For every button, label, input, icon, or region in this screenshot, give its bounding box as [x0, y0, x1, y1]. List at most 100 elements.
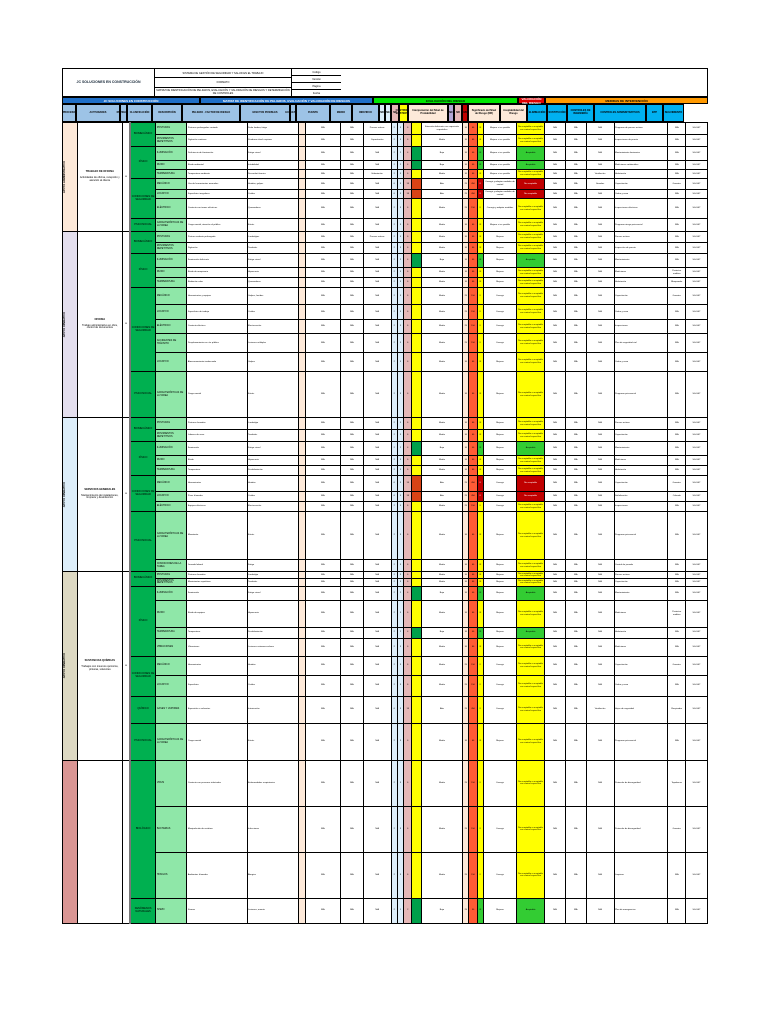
control-medium: N/A — [339, 637, 364, 657]
control-individual: N/A — [362, 189, 392, 199]
classification-cell: PSICOSOCIAL — [129, 511, 157, 572]
substitution-measure: N/A — [564, 578, 587, 587]
probability-interpretation: Medio — [420, 599, 464, 628]
risk-acceptability: Aceptable — [516, 585, 546, 601]
table-row: ACCIDENTES DE TRÁNSITO Desplazamientos en… — [63, 333, 708, 353]
administrative-control: Programa psicosocial — [613, 722, 669, 761]
control-source: N/A — [304, 455, 341, 466]
risk-interpretation: Mejorar — [482, 722, 518, 761]
possible-effects: Golpes, heridas — [246, 287, 300, 305]
risk-acceptability: No aceptable — [516, 491, 546, 502]
risk-interpretation: Mejorar si es posible — [482, 160, 518, 170]
ppe-measure: N/A — [667, 722, 687, 761]
hazard-description: HONGOS — [155, 851, 188, 899]
hazard-detail: Movimientos repetitivos — [186, 578, 248, 587]
risk-interpretation: Mejorar — [482, 429, 518, 442]
classification-cell: FENÓMENOS NATURALES — [129, 897, 157, 924]
engineering-control: N/A — [585, 146, 615, 161]
classification-cell: BIOMECÁNICO — [129, 231, 157, 254]
follow-up: SG-SST — [685, 759, 708, 807]
risk-interpretation: Mejorar — [482, 578, 518, 587]
document-title-block: SISTEMA DE GESTIÓN DE SEGURIDAD Y SALUD … — [155, 69, 291, 96]
probability-level — [411, 599, 422, 628]
nr-value: 60 — [468, 371, 478, 418]
column-header-effects: EFECTOS POSIBLES — [240, 104, 290, 122]
risk-interpretation: Mejorar — [482, 231, 518, 243]
probability-interpretation: Medio — [420, 722, 464, 761]
control-source: N/A — [304, 599, 341, 628]
control-medium: N/A — [339, 352, 364, 372]
administrative-control: Programa de pausas activas — [613, 122, 669, 135]
np-value: 6 — [403, 277, 413, 288]
ppe-measure: N/A — [667, 455, 687, 466]
risk-acceptability: No aceptable o aceptable con control esp… — [516, 455, 546, 466]
hazard-description: VIRUS — [155, 759, 188, 807]
hazard-detail: Equipos eléctricos — [186, 501, 248, 512]
control-individual: Pausas activas — [362, 231, 392, 243]
probability-interpretation: Medio — [420, 304, 464, 320]
possible-effects: Golpes — [246, 352, 300, 372]
elimination-measure: N/A — [544, 122, 566, 135]
nr-value: 60 — [468, 231, 478, 243]
elimination-measure: N/A — [544, 352, 566, 372]
substitution-measure: N/A — [564, 501, 587, 512]
follow-up: SG-SST — [685, 242, 708, 254]
control-source: N/A — [304, 352, 341, 372]
probability-level — [411, 169, 422, 179]
substitution-measure: N/A — [564, 570, 587, 580]
engineering-control: Ventilación — [585, 695, 615, 724]
control-medium: N/A — [339, 160, 364, 170]
table-row: LOCATIVO Superficies Caídas N/A N/A N/A 2 3 6 Med… — [63, 674, 708, 697]
control-individual: N/A — [362, 578, 392, 587]
activity-title: OFICINA — [94, 317, 106, 321]
probability-level — [411, 897, 422, 924]
probability-interpretation: Medio — [420, 319, 464, 334]
control-source: N/A — [304, 637, 341, 657]
risk-acceptability: No aceptable o aceptable con control esp… — [516, 198, 546, 219]
np-value: 6 — [403, 231, 413, 243]
risk-acceptability: No aceptable o aceptable con control esp… — [516, 134, 546, 147]
possible-effects: Estrés — [246, 218, 300, 232]
probability-interpretation: Medio — [420, 559, 464, 572]
ppe-measure: N/A — [667, 242, 687, 254]
hazard-description: MOVIMIENTOS REPETITIVOS — [155, 578, 188, 587]
control-source: N/A — [304, 304, 341, 320]
control-source: N/A — [304, 674, 341, 697]
table-row: LOCATIVO Almacenamiento inadecuado Golpes N… — [63, 352, 708, 372]
control-source: N/A — [304, 169, 341, 179]
follow-up: SG-SST — [685, 287, 708, 305]
ppe-measure: N/A — [667, 319, 687, 334]
hazard-description: ELÉCTRICO — [155, 501, 188, 512]
elimination-measure: N/A — [544, 231, 566, 243]
hazard-description: LOCATIVO — [155, 304, 188, 320]
probability-level — [411, 578, 422, 587]
hazard-detail: Temperatura — [186, 626, 248, 639]
possible-effects: Lesiones, muerte — [246, 897, 300, 924]
risk-interpretation: Corregir — [482, 674, 518, 697]
hazard-description: POSTURAS — [155, 417, 188, 430]
follow-up: SG-SST — [685, 475, 708, 492]
substitution-measure: N/A — [564, 178, 587, 190]
control-individual: N/A — [362, 304, 392, 320]
probability-interpretation: Bajo — [420, 897, 464, 924]
control-source: N/A — [304, 722, 341, 761]
probability-interpretation: Medio — [420, 637, 464, 657]
administrative-control: Plan de seguridad vial — [613, 333, 669, 353]
probability-level — [411, 287, 422, 305]
ppe-measure: N/A — [667, 674, 687, 697]
probability-level — [411, 352, 422, 372]
elimination-measure: N/A — [544, 570, 566, 580]
possible-effects: Estrés — [246, 371, 300, 418]
substitution-measure: N/A — [564, 371, 587, 418]
administrative-control: Pausas activas — [613, 570, 669, 580]
risk-interpretation: Corregir — [482, 759, 518, 807]
hazard-detail: Superficies irregulares — [186, 189, 248, 199]
control-source: N/A — [304, 189, 341, 199]
substitution-measure: N/A — [564, 134, 587, 147]
risk-acceptability: No aceptable o aceptable con control esp… — [516, 465, 546, 476]
nr-value: 40 — [468, 626, 478, 639]
np-value: 18 — [403, 189, 413, 199]
elimination-measure: N/A — [544, 851, 566, 899]
table-row: LOCATIVO Superficies irregulares Caídas N/A… — [63, 189, 708, 199]
nr-value: 60 — [468, 559, 478, 572]
